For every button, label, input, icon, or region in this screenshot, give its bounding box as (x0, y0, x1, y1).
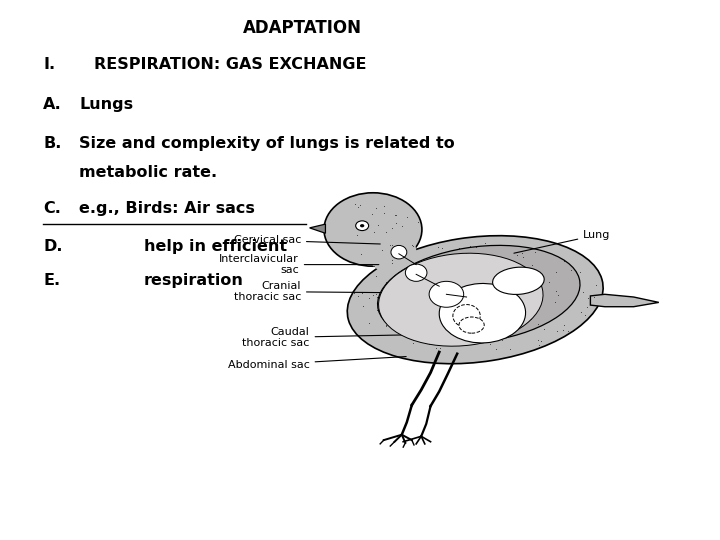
Ellipse shape (377, 245, 580, 343)
Ellipse shape (439, 284, 526, 343)
Text: help in efficient: help in efficient (144, 239, 287, 254)
Circle shape (324, 193, 422, 266)
Text: D.: D. (43, 239, 63, 254)
Ellipse shape (429, 281, 464, 307)
Ellipse shape (391, 245, 407, 259)
Text: e.g., Birds: Air sacs: e.g., Birds: Air sacs (79, 201, 255, 216)
Polygon shape (310, 224, 325, 233)
Text: Abdominal sac: Abdominal sac (228, 356, 406, 369)
Text: B.: B. (43, 136, 62, 151)
Polygon shape (590, 294, 659, 307)
Text: RESPIRATION: GAS EXCHANGE: RESPIRATION: GAS EXCHANGE (94, 57, 366, 72)
Ellipse shape (459, 317, 485, 333)
Text: Lung: Lung (514, 230, 611, 253)
Text: Caudal
thoracic sac: Caudal thoracic sac (242, 327, 408, 348)
Circle shape (360, 224, 364, 227)
Text: C.: C. (43, 201, 61, 216)
Ellipse shape (369, 233, 416, 273)
Text: Lungs: Lungs (79, 97, 133, 112)
Text: Cervical sac: Cervical sac (233, 235, 380, 245)
Text: Cranial
thoracic sac: Cranial thoracic sac (233, 281, 390, 302)
Circle shape (356, 221, 369, 231)
Ellipse shape (347, 235, 603, 364)
Ellipse shape (405, 264, 427, 281)
Ellipse shape (379, 253, 543, 346)
Text: I.: I. (43, 57, 55, 72)
Text: Interclavicular
sac: Interclavicular sac (219, 254, 379, 275)
Text: metabolic rate.: metabolic rate. (79, 165, 217, 180)
Text: respiration: respiration (144, 273, 244, 288)
Text: Size and complexity of lungs is related to: Size and complexity of lungs is related … (79, 136, 455, 151)
Ellipse shape (492, 267, 544, 294)
Ellipse shape (453, 305, 480, 327)
Text: E.: E. (43, 273, 60, 288)
Text: A.: A. (43, 97, 62, 112)
Text: ADAPTATION: ADAPTATION (243, 19, 362, 37)
